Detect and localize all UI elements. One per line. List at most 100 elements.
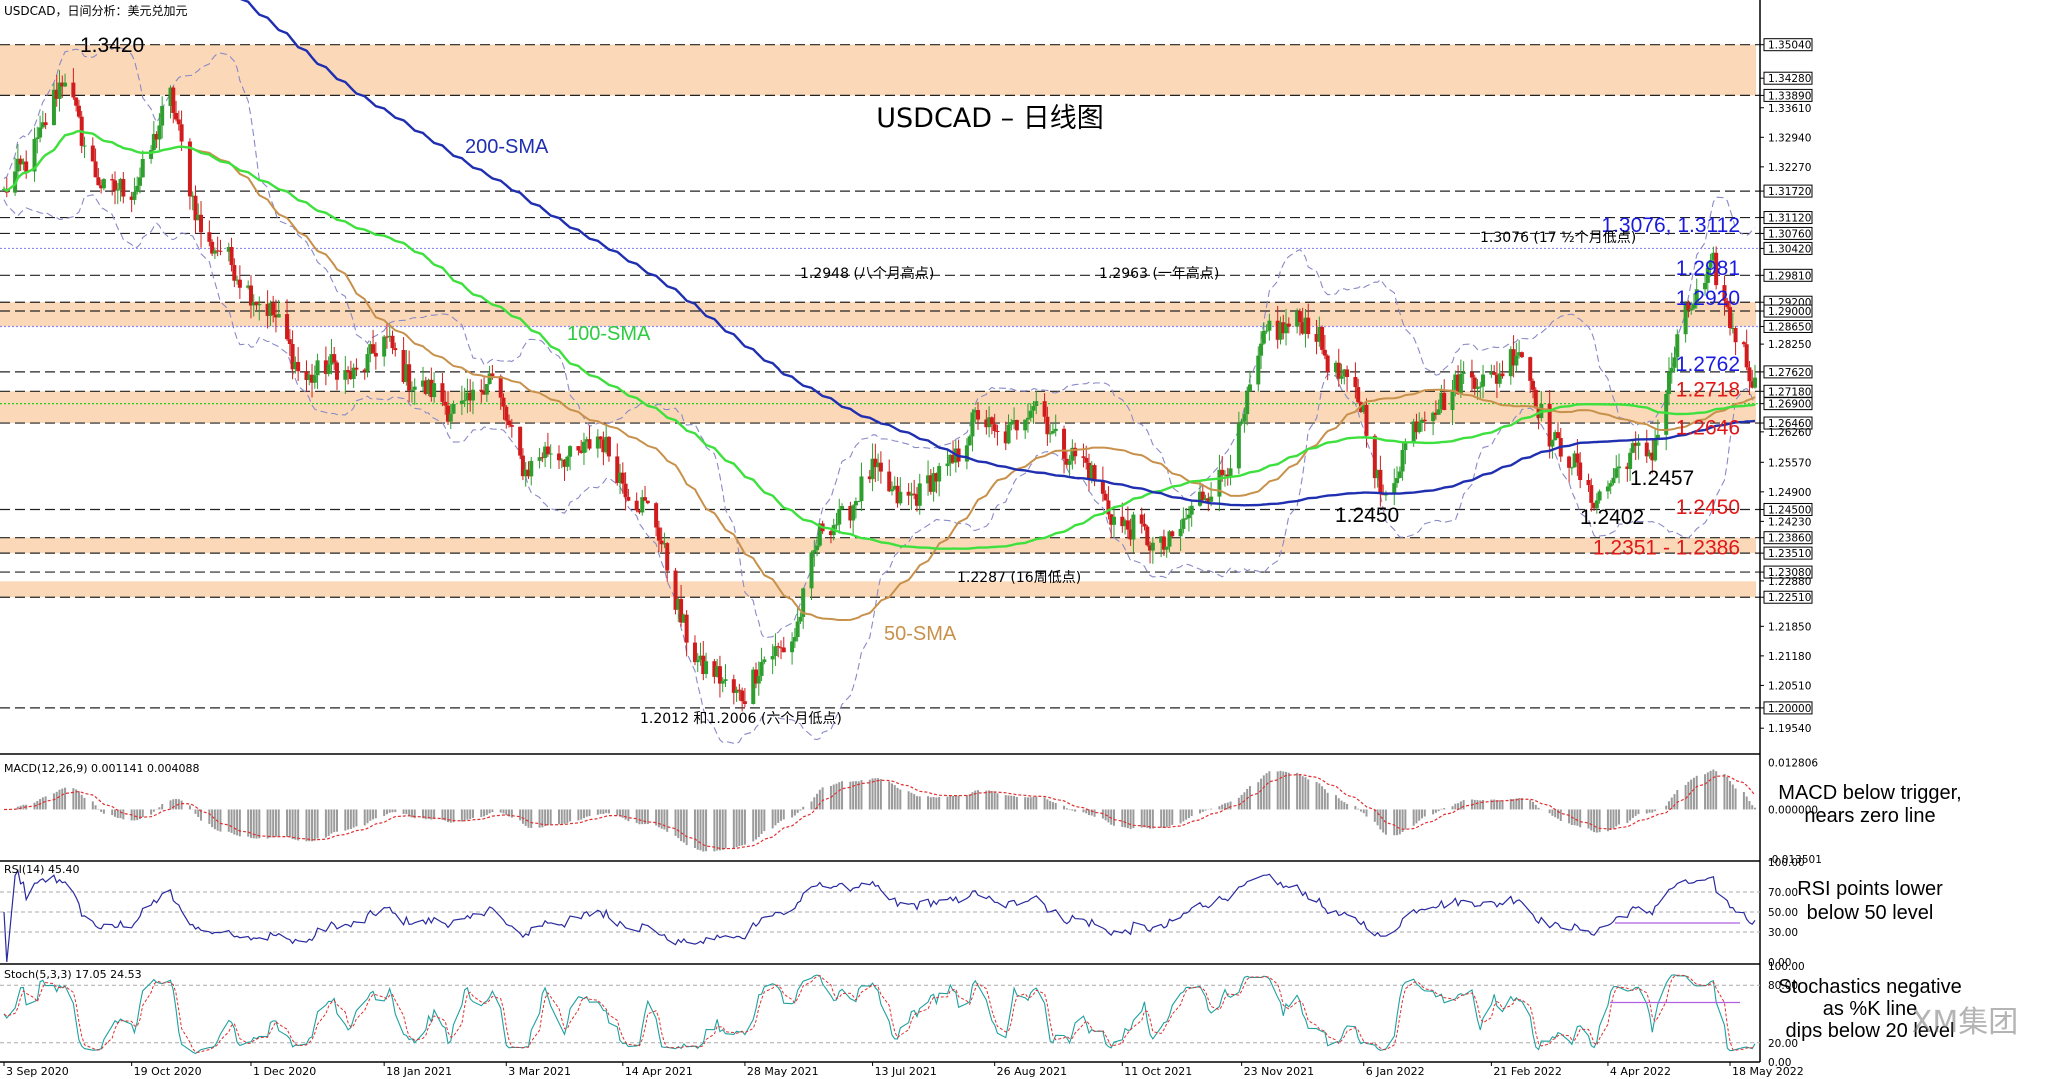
candle-body [1222, 474, 1227, 476]
candle-body [1422, 419, 1427, 422]
candle-body [1664, 393, 1669, 435]
macd-axis-label: 0.000000 [1768, 804, 1818, 816]
candle-body [315, 360, 320, 376]
candle-body [1517, 352, 1522, 356]
y-axis-label: 1.20000 [1768, 703, 1811, 715]
rsi-axis-label: 30.00 [1768, 927, 1798, 939]
candle-body [781, 647, 786, 653]
candle-body [384, 336, 389, 338]
candle-body [909, 493, 914, 496]
candle-body [1400, 449, 1405, 472]
candle-body [140, 158, 145, 178]
candle-body [501, 397, 506, 407]
candle-body [171, 87, 176, 113]
candle-body [623, 483, 628, 497]
candle-body [18, 158, 23, 165]
candle-body [409, 389, 414, 391]
candle-body [676, 599, 681, 610]
candle-body [518, 426, 523, 456]
candle-body [15, 158, 20, 172]
text-layer: USDCAD，日间分析：美元兑加元 USDCAD – 日线图 200-SMA 1… [4, 4, 2018, 1042]
y-axis-label: 1.32940 [1768, 132, 1811, 144]
candle-body [445, 405, 450, 422]
candle-body [853, 501, 858, 506]
y-label-box-0 [1763, 38, 1813, 52]
candle-body [1345, 369, 1350, 377]
y-axis-label: 1.32270 [1768, 162, 1811, 174]
candle-body [440, 383, 445, 402]
candle-body [1494, 374, 1499, 384]
macd-label: MACD(12,26,9) 0.001141 0.004088 [4, 762, 200, 775]
candle-body [407, 364, 412, 391]
candle-body [523, 469, 528, 477]
candle-body [504, 406, 509, 421]
right-level-label: 1.2762 [1676, 353, 1740, 376]
candle-body [1123, 520, 1128, 527]
candle-body [1225, 474, 1230, 478]
y-label-box-25 [1763, 546, 1813, 560]
y-label-box-1 [1763, 71, 1813, 85]
candle-body [1339, 376, 1344, 379]
candle-body [1106, 500, 1111, 515]
candle-body [390, 335, 395, 349]
candle-body [1575, 453, 1580, 463]
candle-body [484, 384, 489, 395]
candle-body [1012, 420, 1017, 422]
candle-body [529, 460, 534, 477]
candle-body [637, 510, 642, 513]
candle-body [931, 473, 936, 492]
candle-body [1317, 327, 1322, 342]
candle-body [149, 150, 154, 159]
zone-2 [0, 391, 1756, 424]
candle-body [867, 476, 872, 480]
candle-body [1533, 389, 1538, 409]
candle-body [343, 370, 348, 380]
candle-body [290, 344, 295, 370]
candle-body [60, 82, 65, 87]
y-label-box-13 [1763, 319, 1813, 333]
candle-body [329, 354, 334, 365]
candle-body [248, 285, 253, 306]
candle-body [1053, 428, 1058, 432]
candle-body [1481, 374, 1486, 387]
x-tick-label: 3 Sep 2020 [6, 1065, 69, 1078]
candle-body [926, 475, 931, 484]
candle-body [701, 655, 706, 675]
y-label-box-22 [1763, 502, 1813, 516]
candle-body [720, 680, 725, 684]
candle-body [293, 361, 298, 370]
candle-body [157, 125, 162, 140]
x-tick-label: 6 Jan 2022 [1366, 1065, 1425, 1078]
stoch-axis-label: 20.00 [1768, 1038, 1798, 1050]
candle-body [32, 138, 37, 172]
candle-body [967, 436, 972, 446]
annotation: 1.2948 (八个月高点) [800, 265, 934, 282]
macd-signal-line [4, 773, 1756, 850]
candle-body [989, 417, 994, 425]
candle-body [606, 436, 611, 457]
candle-body [1417, 422, 1422, 433]
candle-body [698, 655, 703, 660]
y-axis-label: 1.31120 [1768, 213, 1811, 225]
candle-body [1361, 404, 1366, 412]
x-tick-label: 14 Apr 2021 [625, 1065, 693, 1078]
candle-body [365, 354, 370, 372]
y-label-box-15 [1763, 365, 1813, 379]
candle-body [1594, 500, 1599, 509]
stoch-d-line [3, 974, 1756, 1053]
candle-body [1125, 520, 1130, 530]
candle-body [196, 214, 201, 221]
x-tick-label: 18 Jan 2021 [386, 1065, 452, 1078]
candle-body [465, 392, 470, 401]
y-axis-label: 1.21850 [1768, 621, 1811, 633]
candle-body [1414, 421, 1419, 433]
y-label-box-8 [1763, 226, 1813, 240]
candle-body [334, 362, 339, 380]
stoch-label: Stoch(5,3,3) 17.05 24.53 [4, 968, 142, 981]
y-label-box-17 [1763, 397, 1813, 411]
candle-body [740, 690, 745, 702]
stoch-axis-label: 100.00 [1768, 961, 1805, 973]
candle-body [1469, 372, 1474, 378]
candle-body [615, 456, 620, 483]
candle-body [1073, 447, 1078, 457]
